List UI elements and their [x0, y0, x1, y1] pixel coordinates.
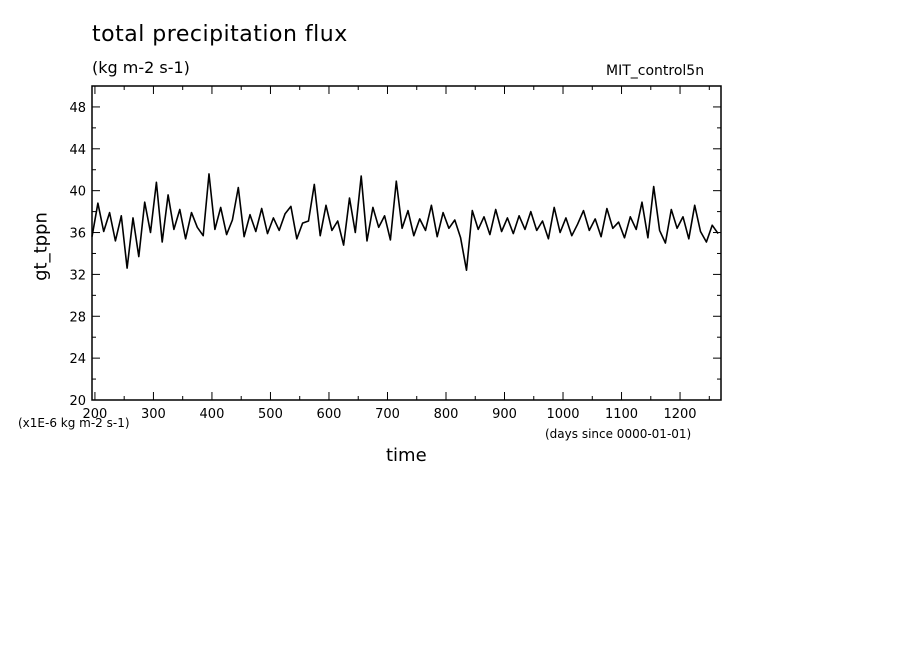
x-tick-label: 600 — [317, 407, 342, 422]
x-tick-label: 1100 — [605, 407, 638, 422]
y-axis-label: gt_tppn — [30, 212, 52, 281]
chart-title: total precipitation flux — [92, 22, 348, 47]
run-label: MIT_control5n — [606, 63, 705, 79]
y-tick-label: 40 — [69, 185, 86, 200]
tick-labels: 20 24 28 32 36 40 44 48 200 300 400 500 600 700 800 900… — [69, 101, 696, 422]
y-tick-label: 48 — [69, 101, 86, 116]
y-tick-label: 28 — [69, 310, 86, 325]
x-tick-label: 1200 — [663, 407, 696, 422]
y-axis-units: (x1E-6 kg m-2 s-1) — [18, 416, 130, 430]
y-tick-label: 20 — [69, 394, 86, 409]
axis-ticks — [92, 85, 721, 401]
plot-frame — [91, 85, 722, 401]
x-tick-label: 700 — [375, 407, 400, 422]
x-tick-label: 1000 — [546, 407, 579, 422]
x-tick-label: 900 — [492, 407, 517, 422]
y-tick-label: 36 — [69, 227, 86, 242]
y-tick-label: 24 — [69, 352, 86, 367]
x-tick-label: 400 — [200, 407, 225, 422]
y-tick-label: 32 — [69, 268, 86, 283]
series-line — [91, 173, 719, 271]
x-tick-label: 800 — [434, 407, 459, 422]
x-tick-label: 300 — [141, 407, 166, 422]
x-axis-label: time — [386, 445, 427, 466]
x-axis-units: (days since 0000-01-01) — [545, 427, 692, 441]
y-tick-label: 44 — [69, 143, 86, 158]
x-tick-label: 200 — [83, 407, 108, 422]
x-tick-label: 500 — [258, 407, 283, 422]
chart-units: (kg m-2 s-1) — [92, 58, 190, 77]
